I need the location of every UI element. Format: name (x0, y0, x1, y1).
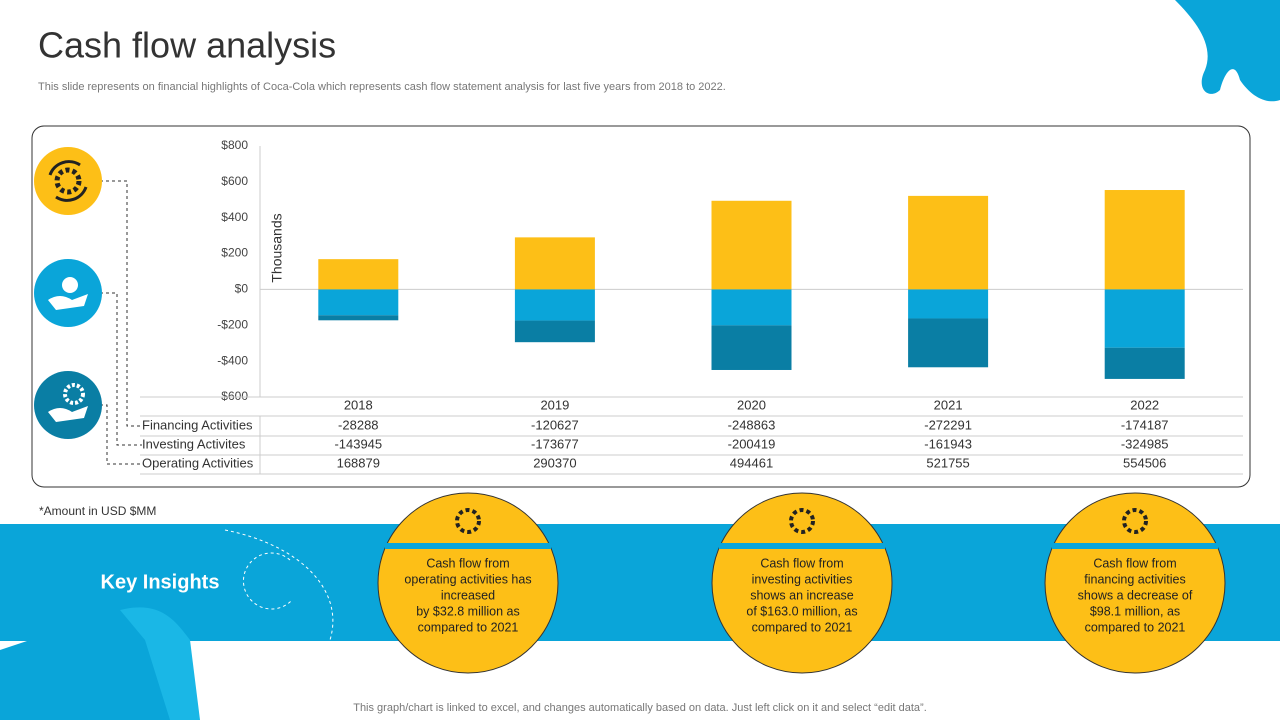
table-cell: -272291 (924, 417, 972, 432)
y-tick-label: -$200 (217, 317, 248, 331)
bar (318, 259, 399, 290)
bar (1104, 347, 1185, 379)
table-cell: 290370 (533, 455, 576, 470)
insight-text: shows a decrease of (1078, 588, 1193, 602)
insight-stripe (719, 543, 885, 549)
insight-card: Cash flow from financing activities shows … (1044, 492, 1226, 674)
insight-text: compared to 2021 (1085, 620, 1186, 634)
decor-shape (120, 607, 200, 720)
y-tick-label: $800 (221, 138, 248, 152)
insight-text: operating activities has (404, 572, 531, 586)
insight-stripe (1052, 543, 1218, 549)
insight-text: shows an increase (750, 588, 854, 602)
table-cell: -248863 (728, 417, 776, 432)
bar (514, 289, 595, 321)
table-cell: -174187 (1121, 417, 1169, 432)
table-cell: -120627 (531, 417, 579, 432)
insight-circle (377, 492, 559, 674)
bar (1104, 289, 1185, 348)
insight-icon (1122, 508, 1148, 534)
y-tick-label: -$400 (217, 353, 248, 367)
table-row-label: Financing Activities (142, 417, 253, 432)
footer: This graph/chart is linked to excel, and… (353, 702, 927, 714)
bar (318, 315, 399, 321)
insight-text: increased (441, 588, 495, 602)
bar (1104, 190, 1185, 290)
chart-frame (31, 125, 1251, 488)
y-tick-label: $200 (221, 246, 248, 260)
bar (908, 195, 989, 290)
bar (514, 320, 595, 343)
insight-card: Cash flow from investing activities shows … (711, 492, 893, 674)
table-cell: 168879 (337, 455, 380, 470)
subtitle: This slide represents on financial highl… (38, 81, 726, 93)
x-tick-label: 2021 (934, 397, 963, 412)
x-tick-label: 2019 (540, 397, 569, 412)
decor-shape (0, 610, 190, 720)
y-tick-label: $600 (221, 174, 248, 188)
title: Cash flow analysis (38, 25, 336, 66)
bar (711, 289, 792, 326)
x-tick-label: 2018 (344, 397, 373, 412)
insight-card: Cash flow from operating activities has in… (377, 492, 559, 674)
insight-text: Cash flow from (426, 556, 509, 570)
insight-stripe (385, 543, 551, 549)
note: *Amount in USD $MM (39, 504, 156, 518)
table-cell: -161943 (924, 436, 972, 451)
bar (711, 200, 792, 290)
icon-investing (34, 259, 102, 327)
bar (318, 289, 399, 316)
bar (711, 325, 792, 370)
decor-curve (224, 529, 334, 641)
bar (908, 318, 989, 368)
table-cell: 521755 (926, 455, 969, 470)
icon-financing (34, 371, 102, 439)
insights-title: Key Insights (101, 571, 220, 593)
y-tick-label: $400 (221, 210, 248, 224)
table-row-label: Operating Activities (142, 455, 254, 470)
x-tick-label: 2022 (1130, 397, 1159, 412)
insight-text: of $163.0 million, as (746, 604, 857, 618)
table-cell: -200419 (728, 436, 776, 451)
bar (514, 237, 595, 290)
table-cell: 494461 (730, 455, 773, 470)
connectors (100, 180, 142, 465)
table-cell: -28288 (338, 417, 378, 432)
insight-icon (789, 508, 815, 534)
insight-text: Cash flow from (1093, 556, 1176, 570)
insight-text: financing activities (1084, 572, 1185, 586)
y-tick-label: -$600 (217, 389, 248, 403)
insight-text: investing activities (752, 572, 853, 586)
decor-splash (1175, 0, 1280, 102)
bar (908, 289, 989, 319)
insight-text: compared to 2021 (752, 620, 853, 634)
insight-text: compared to 2021 (418, 620, 519, 634)
insight-circle (1044, 492, 1226, 674)
table-cell: -143945 (334, 436, 382, 451)
table-cell: 554506 (1123, 455, 1166, 470)
icon-operating (34, 147, 102, 215)
y-tick-label: $0 (235, 282, 249, 296)
table-cell: -173677 (531, 436, 579, 451)
insight-circle (711, 492, 893, 674)
y-axis-label: Thousands (269, 213, 285, 282)
table-row-label: Investing Activites (142, 436, 246, 451)
insight-icon (455, 508, 481, 534)
x-tick-label: 2020 (737, 397, 766, 412)
table-cell: -324985 (1121, 436, 1169, 451)
insight-text: Cash flow from (760, 556, 843, 570)
insight-text: $98.1 million, as (1090, 604, 1180, 618)
insight-text: by $32.8 million as (416, 604, 520, 618)
